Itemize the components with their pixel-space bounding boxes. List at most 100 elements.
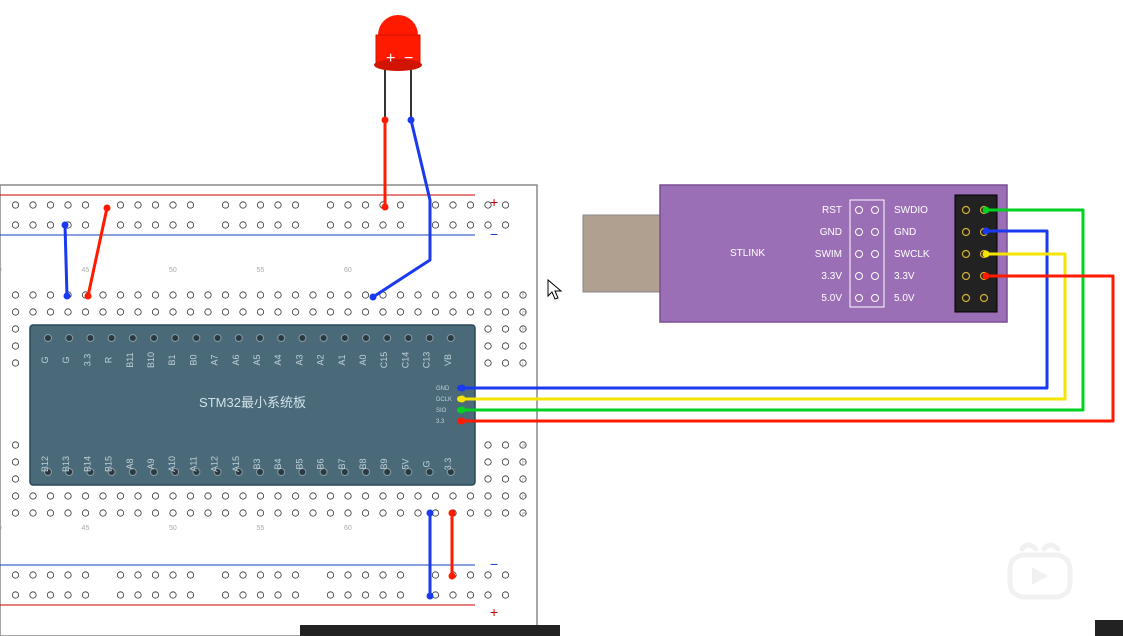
- breadboard-hole: [82, 510, 88, 516]
- breadboard-hole: [292, 292, 298, 298]
- stlink-pin-label: SWIM: [815, 249, 842, 260]
- breadboard-hole: [135, 222, 141, 228]
- breadboard-hole: [485, 493, 491, 499]
- breadboard-hole: [205, 292, 211, 298]
- rail-minus: −: [490, 556, 498, 572]
- breadboard-hole: [12, 592, 18, 598]
- breadboard-hole: [467, 309, 473, 315]
- stm32-pin: [108, 335, 115, 342]
- breadboard-hole: [397, 572, 403, 578]
- stlink-pin-label: GND: [894, 227, 916, 238]
- breadboard-hole: [450, 493, 456, 499]
- wire-led-blue-end: [370, 294, 377, 301]
- breadboard-hole: [82, 222, 88, 228]
- breadboard-hole: [485, 360, 491, 366]
- breadboard-hole: [152, 510, 158, 516]
- breadboard-hole: [222, 493, 228, 499]
- stm32-title: STM32最小系统板: [199, 395, 306, 410]
- row-label: c: [522, 477, 526, 484]
- breadboard-hole: [292, 572, 298, 578]
- breadboard-hole: [362, 202, 368, 208]
- breadboard-hole: [170, 510, 176, 516]
- breadboard-hole: [222, 222, 228, 228]
- breadboard-hole: [502, 493, 508, 499]
- stm32-debug-label: DCLK: [436, 397, 452, 403]
- breadboard-hole: [485, 326, 491, 332]
- wire-bottom-blue-end: [427, 510, 434, 517]
- breadboard-hole: [82, 572, 88, 578]
- breadboard-hole: [502, 360, 508, 366]
- wire-led-blue-end: [408, 117, 415, 124]
- breadboard-hole: [467, 292, 473, 298]
- breadboard-hole: [327, 592, 333, 598]
- wire-dclk-end: [459, 396, 466, 403]
- breadboard-hole: [240, 309, 246, 315]
- breadboard-hole: [30, 592, 36, 598]
- breadboard-hole: [327, 572, 333, 578]
- breadboard-hole: [135, 309, 141, 315]
- stm32-board: STM32最小系统板GG3.3RB11B10B1B0A7A6A5A4A3A2A1…: [30, 325, 475, 485]
- breadboard-hole: [117, 510, 123, 516]
- wire-gnd-end: [983, 228, 990, 235]
- breadboard-hole: [485, 222, 491, 228]
- stm32-pin-label: A2: [316, 354, 326, 365]
- breadboard-hole: [30, 309, 36, 315]
- breadboard-hole: [240, 202, 246, 208]
- breadboard-hole: [450, 222, 456, 228]
- stlink-pin-label: GND: [820, 227, 842, 238]
- breadboard-hole: [345, 510, 351, 516]
- wire-topleft-blue: [65, 225, 67, 296]
- breadboard-hole: [30, 510, 36, 516]
- breadboard-hole: [187, 309, 193, 315]
- col-label: 50: [169, 267, 177, 274]
- stm32-pin: [320, 335, 327, 342]
- breadboard-hole: [397, 510, 403, 516]
- breadboard-hole: [467, 493, 473, 499]
- stlink-pin-label: SWCLK: [894, 249, 930, 260]
- breadboard-hole: [65, 309, 71, 315]
- stm32-pin-label: B3: [252, 458, 262, 469]
- breadboard-hole: [432, 202, 438, 208]
- stm32-pin-label: A1: [337, 354, 347, 365]
- stm32-debug-label: 3.3: [436, 419, 445, 425]
- breadboard-hole: [345, 572, 351, 578]
- breadboard-hole: [485, 572, 491, 578]
- breadboard-hole: [502, 442, 508, 448]
- stlink-pin-label: RST: [822, 205, 842, 216]
- breadboard-hole: [345, 222, 351, 228]
- stm32-pin: [66, 335, 73, 342]
- breadboard-hole: [345, 592, 351, 598]
- wire-sio-end: [983, 207, 990, 214]
- breadboard-hole: [310, 493, 316, 499]
- stm32-pin: [87, 335, 94, 342]
- breadboard-hole: [187, 222, 193, 228]
- breadboard-hole: [100, 510, 106, 516]
- row-label: e: [522, 511, 526, 518]
- breadboard-hole: [467, 572, 473, 578]
- breadboard-hole: [117, 493, 123, 499]
- stm32-pin-label: 5V: [400, 458, 410, 469]
- breadboard-hole: [12, 202, 18, 208]
- breadboard-hole: [292, 510, 298, 516]
- row-label: h: [522, 327, 526, 334]
- wire-topleft-blue-end: [62, 222, 69, 229]
- breadboard-hole: [47, 572, 53, 578]
- stm32-pin-label: 3.3: [443, 458, 453, 471]
- stlink-usb: [583, 215, 660, 292]
- breadboard-clip: [300, 625, 560, 636]
- breadboard-hole: [415, 510, 421, 516]
- breadboard-hole: [257, 222, 263, 228]
- breadboard-hole: [152, 222, 158, 228]
- col-label: 45: [82, 267, 90, 274]
- breadboard-hole: [345, 292, 351, 298]
- breadboard-hole: [415, 309, 421, 315]
- row-label: j: [521, 361, 524, 368]
- breadboard-hole: [292, 202, 298, 208]
- breadboard-hole: [170, 222, 176, 228]
- breadboard-hole: [12, 510, 18, 516]
- led-plus: +: [386, 50, 395, 67]
- breadboard-hole: [257, 572, 263, 578]
- stm32-pin-label: A7: [210, 354, 220, 365]
- stlink-label: STLINK: [730, 248, 765, 259]
- stm32-pin-label: B15: [104, 456, 114, 472]
